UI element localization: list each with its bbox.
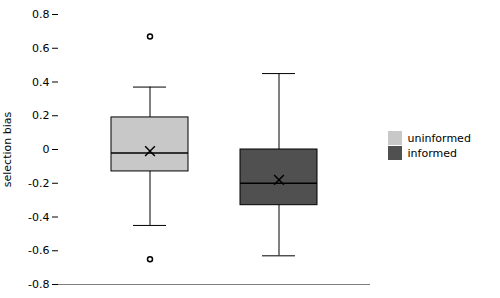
- svg-text:0.4: 0.4: [32, 76, 50, 89]
- svg-text:-0.2: -0.2: [28, 177, 49, 190]
- svg-text:-0.8: -0.8: [28, 278, 49, 291]
- svg-text:0.6: 0.6: [32, 42, 50, 55]
- html-text:uninformed: uninformed: [407, 131, 471, 145]
- html-text:informed: informed: [407, 146, 457, 160]
- svg-text:-0.6: -0.6: [28, 244, 49, 257]
- svg-text:0: 0: [43, 143, 50, 156]
- svg-text:0.8: 0.8: [32, 8, 50, 21]
- svg-text:0.2: 0.2: [32, 109, 50, 122]
- svg-text:selection bias: selection bias: [1, 112, 14, 188]
- svg-text:-0.4: -0.4: [28, 211, 49, 224]
